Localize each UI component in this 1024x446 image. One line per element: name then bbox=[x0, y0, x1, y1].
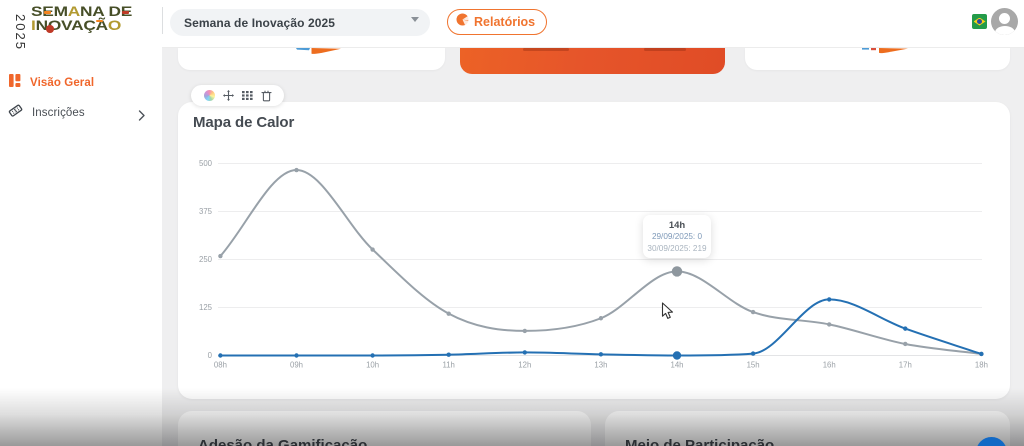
svg-text:17h: 17h bbox=[899, 361, 912, 370]
chart-tooltip: 14h 29/09/2025: 0 30/09/2025: 219 bbox=[643, 215, 711, 258]
svg-text:16h: 16h bbox=[823, 361, 836, 370]
svg-text:14h: 14h bbox=[670, 361, 683, 370]
svg-text:0: 0 bbox=[208, 351, 213, 360]
participation-card-title: Meio de Participação bbox=[625, 437, 775, 446]
grid-icon[interactable] bbox=[241, 90, 253, 101]
logo-letter: N bbox=[80, 4, 93, 20]
svg-text:12h: 12h bbox=[518, 361, 531, 370]
logo-letter: M bbox=[53, 4, 68, 20]
logo-red-bar bbox=[121, 11, 130, 14]
svg-text:500: 500 bbox=[199, 159, 213, 168]
card-text-remnant bbox=[644, 48, 686, 51]
trash-icon[interactable] bbox=[260, 90, 272, 101]
logo-year: 2025 bbox=[13, 14, 28, 51]
logo-orange-tilde bbox=[96, 19, 104, 23]
logo-letter: O bbox=[107, 17, 122, 34]
paper-plane-graphic bbox=[862, 48, 908, 54]
svg-text:15h: 15h bbox=[747, 361, 760, 370]
participation-card: Meio de Participação bbox=[605, 411, 1010, 446]
chat-fab-button[interactable] bbox=[976, 437, 1007, 446]
svg-text:11h: 11h bbox=[442, 361, 454, 370]
sidebar-item-visao-geral[interactable]: Visão Geral bbox=[0, 68, 162, 98]
logo-letter: A bbox=[67, 4, 81, 20]
logo-letter: Ç bbox=[83, 17, 96, 34]
stat-card-right bbox=[745, 48, 1010, 70]
svg-text:375: 375 bbox=[199, 207, 213, 216]
flag-circle bbox=[977, 19, 982, 24]
topbar-divider bbox=[162, 7, 163, 34]
event-select[interactable]: Semana de Inovação 2025 bbox=[170, 9, 430, 36]
topbar: Semana de Inovação 2025 Relatórios bbox=[162, 0, 1024, 48]
avatar-head bbox=[999, 13, 1010, 24]
tooltip-series-2: 30/09/2025: 219 bbox=[647, 243, 707, 253]
logo-red-dot bbox=[46, 25, 54, 33]
chevron-right-icon bbox=[138, 108, 145, 126]
widget-toolbar bbox=[191, 85, 284, 106]
logo-letter: N bbox=[35, 17, 49, 34]
paper-plane-graphic bbox=[296, 48, 341, 54]
logo-letter: S bbox=[31, 4, 43, 20]
move-icon[interactable] bbox=[222, 90, 234, 101]
logo-letter: A bbox=[71, 17, 84, 34]
color-wheel-icon[interactable] bbox=[203, 90, 215, 101]
sidebar-item-label: Inscrições bbox=[32, 107, 85, 119]
reports-button[interactable]: Relatórios bbox=[447, 9, 548, 35]
ticket-icon bbox=[8, 103, 23, 123]
svg-text:250: 250 bbox=[199, 255, 213, 264]
svg-text:125: 125 bbox=[199, 303, 213, 312]
sidebar-item-label: Visão Geral bbox=[30, 77, 95, 89]
sidebar-nav: Visão Geral Inscrições bbox=[0, 68, 162, 128]
stat-card-left bbox=[178, 48, 445, 70]
reports-button-label: Relatórios bbox=[474, 15, 536, 29]
tooltip-title: 14h bbox=[668, 220, 686, 231]
color-wheel-swatch bbox=[203, 90, 215, 101]
dashboard-icon bbox=[8, 73, 21, 93]
heatmap-card: Mapa de Calor bbox=[178, 102, 1010, 399]
gamification-card-title: Adesão da Gamificação bbox=[198, 437, 368, 446]
logo-letter: A bbox=[92, 4, 104, 20]
sidebar-item-inscricoes[interactable]: Inscrições bbox=[0, 98, 162, 128]
tooltip-series-1: 29/09/2025: 0 bbox=[651, 232, 703, 241]
gamification-card: Adesão da Gamificação bbox=[178, 411, 591, 446]
chevron-down-icon bbox=[411, 17, 419, 22]
logo-letter: D bbox=[108, 4, 122, 20]
svg-text:18h: 18h bbox=[975, 361, 988, 370]
brazil-flag-icon[interactable] bbox=[972, 14, 987, 29]
heatmap-card-title: Mapa de Calor bbox=[193, 114, 295, 131]
avatar-body bbox=[994, 25, 1015, 35]
logo-letter: V bbox=[61, 17, 72, 34]
svg-text:08h: 08h bbox=[214, 361, 227, 370]
sidebar: 2025 SEMANA DE INOVAÇÃO Visão Geral bbox=[0, 0, 162, 446]
logo-orange-bar bbox=[43, 11, 51, 14]
logo-letter: I bbox=[31, 17, 36, 34]
event-select-value: Semana de Inovação 2025 bbox=[184, 15, 336, 30]
heatmap-line-chart[interactable]: 0 125 250 375 500 08h 09h 10h 11h 12h 13h 14h 15h 16h… bbox=[186, 144, 1010, 384]
card-text-remnant bbox=[523, 48, 569, 51]
svg-text:10h: 10h bbox=[366, 361, 379, 370]
pie-chart-icon bbox=[456, 13, 470, 31]
svg-text:13h: 13h bbox=[594, 361, 607, 370]
svg-text:09h: 09h bbox=[290, 361, 303, 370]
user-avatar-icon[interactable] bbox=[991, 8, 1018, 35]
stat-card-highlight bbox=[460, 48, 725, 74]
